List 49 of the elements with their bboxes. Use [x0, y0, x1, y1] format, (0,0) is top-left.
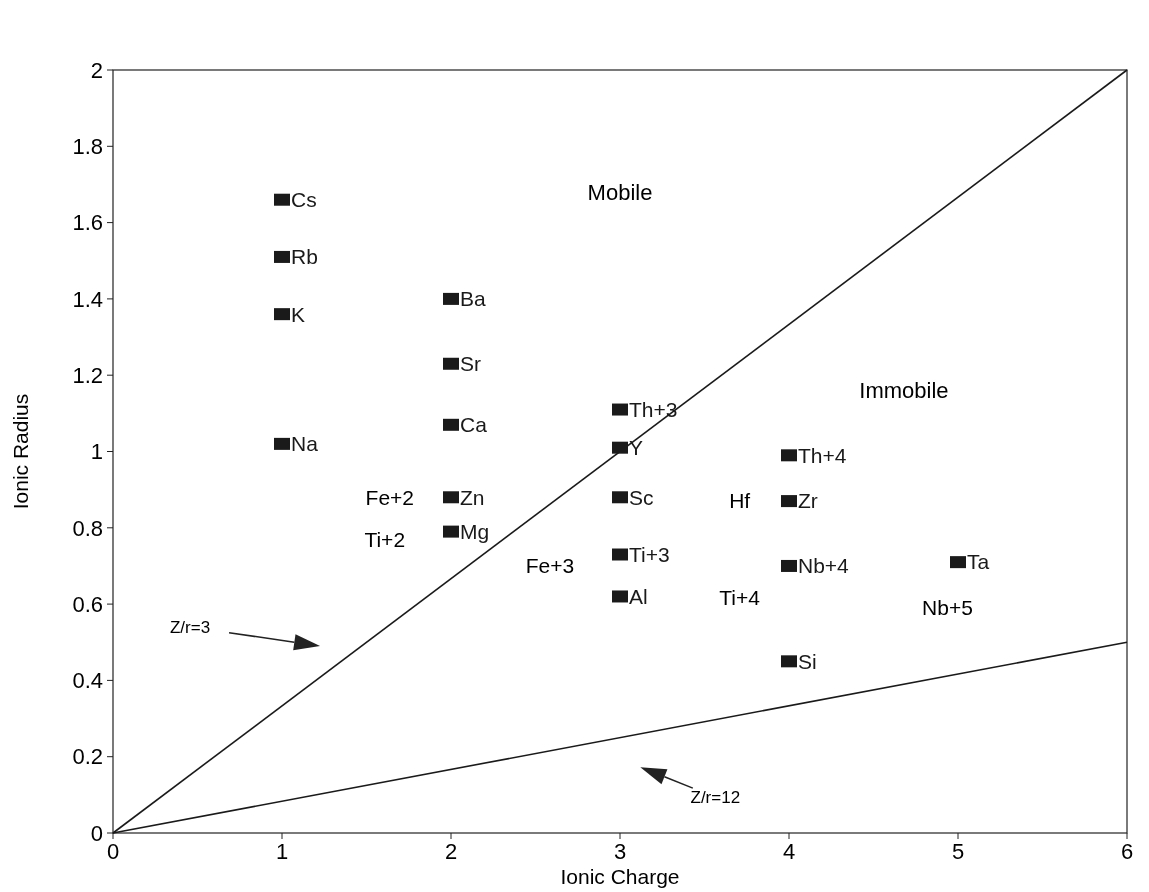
series-label: Ba [460, 287, 487, 311]
annotation: Hf [729, 488, 751, 512]
series-label: Al [629, 584, 648, 608]
annotation: Mobile [587, 179, 653, 205]
annotation: Immobile [859, 378, 949, 404]
y-tick-label: 1.8 [72, 134, 103, 159]
x-tick-label: 0 [106, 839, 120, 864]
annotation: Fe+2 [365, 485, 415, 509]
annotation: Z/r=3 [169, 617, 211, 637]
series-label: Zr [798, 489, 818, 513]
series-label: Sc [629, 485, 654, 509]
annotation: Nb+5 [922, 595, 973, 619]
x-tick-label: 2 [444, 839, 458, 864]
y-tick-label: 0.4 [72, 668, 103, 694]
series-label: K [291, 302, 306, 326]
series-label: Ca [460, 413, 488, 437]
series-label: Na [291, 432, 319, 456]
series-label: Ti+3 [629, 542, 670, 566]
x-tick-label: 5 [951, 839, 965, 864]
x-axis-title: Ionic Charge [560, 865, 680, 888]
y-tick-label: 1 [90, 439, 103, 465]
series-label: Rb [291, 245, 318, 269]
series-label: Mg [460, 519, 490, 543]
series-label: Cs [291, 188, 317, 212]
series-label: Si [798, 649, 817, 673]
y-tick-label: 1.6 [72, 210, 103, 236]
series-label: Ta [967, 550, 990, 574]
series-label: Y [629, 436, 644, 460]
x-tick-label: 4 [782, 839, 796, 864]
y-axis-title: Ionic Radius [9, 393, 32, 510]
annotation: Z/r=12 [690, 788, 741, 808]
y-tick-label: 0 [90, 820, 103, 846]
x-tick-label: 3 [613, 839, 627, 864]
series-label: Th+4 [798, 443, 847, 467]
annotation: Ti+2 [364, 527, 406, 551]
series-label: Sr [460, 352, 482, 376]
y-tick-label: 1.2 [72, 362, 103, 388]
x-tick-label: 6 [1120, 839, 1134, 864]
series-label: Nb+4 [798, 554, 850, 578]
x-tick-label: 1 [275, 839, 289, 864]
y-tick-label: 0.6 [72, 591, 103, 617]
annotation: Fe+3 [525, 553, 575, 577]
y-tick-label: 1.4 [72, 286, 103, 312]
y-tick-label: 0.2 [72, 744, 103, 770]
series-label: Th+3 [629, 397, 678, 421]
annotation: Ti+4 [719, 585, 761, 609]
y-tick-label: 0.8 [72, 515, 103, 541]
y-tick-label: 2 [90, 57, 103, 83]
series-label: Zn [460, 485, 485, 509]
